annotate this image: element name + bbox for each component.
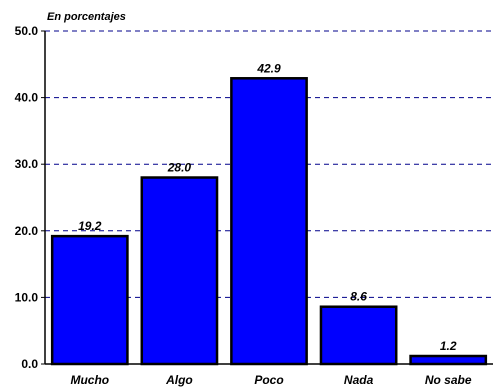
data-label: 1.2 <box>440 339 457 353</box>
data-label: 28.0 <box>167 161 192 175</box>
bars <box>50 77 488 366</box>
x-tick-label: Algo <box>165 373 193 387</box>
data-label: 42.9 <box>256 61 281 75</box>
y-tick-label: 30.0 <box>15 157 39 171</box>
y-tick-label: 20.0 <box>15 224 39 238</box>
labels: 0.0 10.0 20.0 30.0 40.0 50.0 19.2 Mucho 28.0 Algo… <box>15 24 472 387</box>
y-tick-label: 10.0 <box>15 290 39 304</box>
y-tick-label: 50.0 <box>15 24 39 38</box>
y-axis-title: En porcentajes <box>47 11 126 23</box>
x-tick-label: Mucho <box>70 373 109 387</box>
bar-nada <box>319 305 398 366</box>
y-tick-label: 0.0 <box>21 357 38 371</box>
bar-mucho <box>50 234 129 366</box>
x-tick-label: Poco <box>254 373 283 387</box>
data-label: 8.6 <box>350 290 367 304</box>
x-tick-label: Nada <box>344 373 374 387</box>
bar-algo <box>140 176 219 366</box>
bar-no-sabe <box>409 354 488 366</box>
bar-poco <box>230 77 308 366</box>
data-label: 19.2 <box>78 219 102 233</box>
y-tick-label: 40.0 <box>15 91 39 105</box>
x-tick-label: No sabe <box>425 373 472 387</box>
